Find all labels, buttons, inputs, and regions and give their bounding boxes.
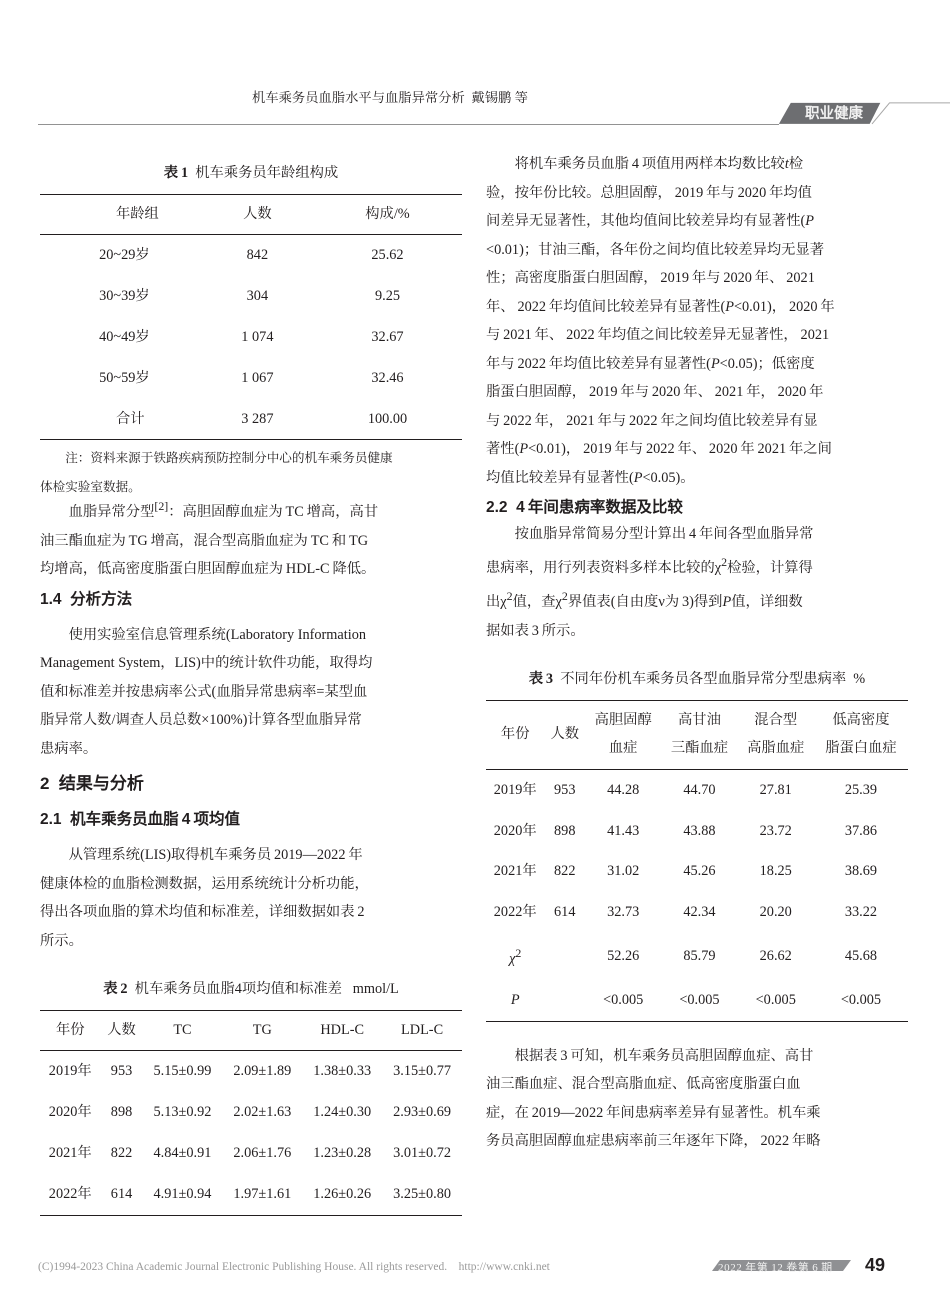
svg-text:职业健康: 职业健康 — [805, 104, 863, 122]
